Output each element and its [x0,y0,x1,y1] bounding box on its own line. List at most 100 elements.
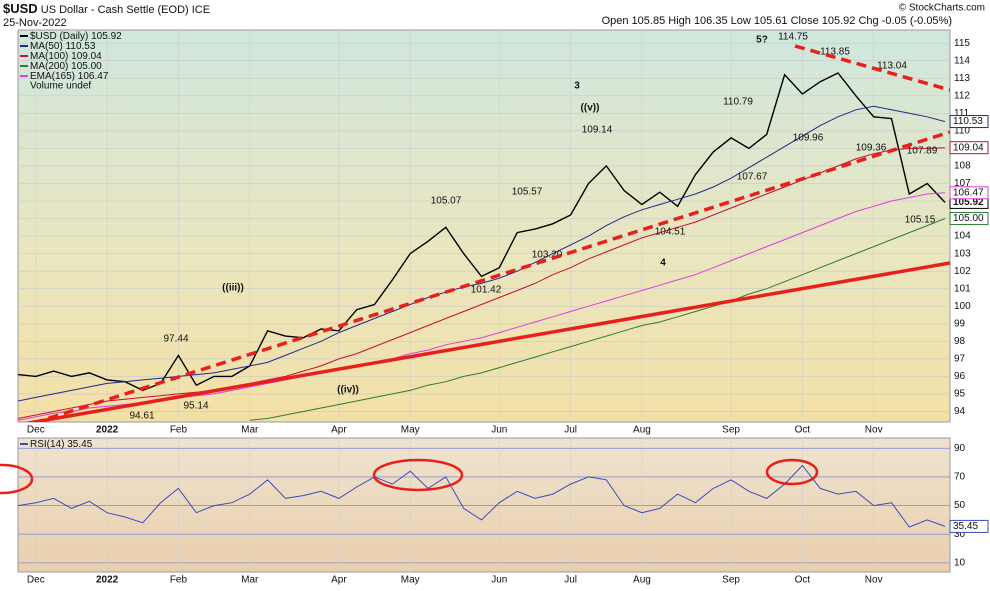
legend-value: 109.04 [71,51,102,62]
value-box [949,141,989,155]
trend-line [24,261,950,422]
annotation: 101.42 [471,285,502,296]
y-tick-label: 50 [954,500,966,511]
annotation: 105.07 [431,196,462,207]
y-tick-label: 70 [954,472,966,483]
annotation: 97.44 [163,334,188,345]
y-tick-label: 111 [954,108,970,119]
x-tick-label: May [401,425,420,436]
y-tick-label: 107 [954,178,971,189]
legend-name: EMA(165) [30,71,75,82]
annotation: 110.79 [723,97,753,108]
legend-value: 105.92 [91,31,122,42]
value-box-label: 109.04 [953,142,984,153]
value-box [949,186,989,200]
y-tick-label: 94 [954,406,966,417]
annotation: 113.04 [877,61,907,72]
series-line [249,218,946,421]
x-tick-label: Oct [795,425,811,436]
legend-entry: MA(50) 110.53 [30,41,96,52]
annotation: 105.57 [512,187,543,198]
legend-entry: RSI(14) 35.45 [30,439,93,450]
legend-value: 110.53 [66,41,96,52]
quote: Open 105.85 High 106.35 Low 105.61 Close… [602,15,952,27]
x-tick-label: Mar [241,425,259,436]
value-box [949,212,989,226]
legend-name: MA(200) [30,61,68,72]
x-tick-label: Aug [633,575,651,586]
y-tick-label: 100 [954,301,971,312]
series-line [18,147,946,419]
y-tick-label: 30 [954,529,966,540]
highlight [765,458,819,486]
highlight [372,458,464,492]
x-tick-label: Jul [564,425,577,436]
annotation: 109.14 [582,125,613,136]
y-tick-label: 113 [954,73,970,84]
date: 25-Nov-2022 [3,17,67,29]
y-tick-label: 103 [954,248,971,259]
value-box-label: 105.00 [953,213,984,224]
credit: © StockCharts.com [899,3,985,14]
rsi-panel [17,437,951,573]
highlight [0,463,34,495]
annotation: ((iii)) [222,283,244,294]
legend-value: 105.00 [71,61,102,72]
y-tick-label: 115 [954,38,970,49]
annotation: 95.14 [183,401,208,412]
title: $USD US Dollar - Cash Settle (EOD) ICE [3,1,210,16]
legend-name: MA(100) [30,51,68,62]
value-box-label: 110.53 [953,116,983,127]
x-tick-label: Sep [722,575,740,586]
annotation: ((v)) [581,103,600,114]
x-tick-label: Jun [491,575,507,586]
annotation: 104.51 [655,227,686,238]
trend-lines [24,44,950,422]
y-tick-label: 97 [954,353,966,364]
y-tick-label: 96 [954,371,966,382]
legend-value: 35.45 [67,439,92,450]
annotation: 105.15 [905,215,936,226]
y-tick-label: 112 [954,90,970,101]
annotation: 107.89 [907,146,938,157]
legend-entry: $USD (Daily) 105.92 [30,31,122,42]
x-tick-label: Apr [331,575,347,586]
y-tick-label: 104 [954,231,971,242]
rsi-highlights [0,458,819,495]
x-tick-label: Jun [491,425,507,436]
x-tick-label: Aug [633,425,651,436]
annotation: 109.96 [793,133,824,144]
series-line [18,464,946,528]
x-tick-label: May [401,575,420,586]
annotation: 107.67 [737,172,768,183]
legend-name: $USD (Daily) [30,31,88,42]
value-box-label: 106.47 [953,187,984,198]
annotation: 103.20 [532,250,563,261]
series-line [18,72,946,392]
symbol: $USD [3,1,38,16]
y-tick-label: 99 [954,318,966,329]
name: US Dollar - Cash Settle (EOD) ICE [41,4,210,16]
plot-area [18,438,950,572]
annotation: 113.85 [820,47,850,58]
x-tick-label: Nov [865,425,883,436]
x-tick-label: Sep [722,425,740,436]
legend-name: RSI(14) [30,439,64,450]
legend-entry: Volume undef [30,81,91,92]
value-box [949,519,989,533]
y-tick-label: 10 [954,557,966,568]
x-tick-label: Feb [170,575,188,586]
x-tick-label: Feb [170,425,188,436]
legend-entry: MA(200) 105.00 [30,61,102,72]
x-tick-label: 2022 [96,575,119,586]
price-panel [17,29,951,423]
annotation: 114.75 [778,32,808,43]
y-tick-label: 101 [954,283,971,294]
x-tick-label: Mar [241,575,259,586]
value-box-label: 35.45 [953,521,978,532]
legend-entry: MA(100) 109.04 [30,51,102,62]
trend-line [794,44,950,92]
value-box-label: 105.92 [953,197,984,208]
series-line [18,105,946,402]
annotation: 4 [660,258,666,269]
